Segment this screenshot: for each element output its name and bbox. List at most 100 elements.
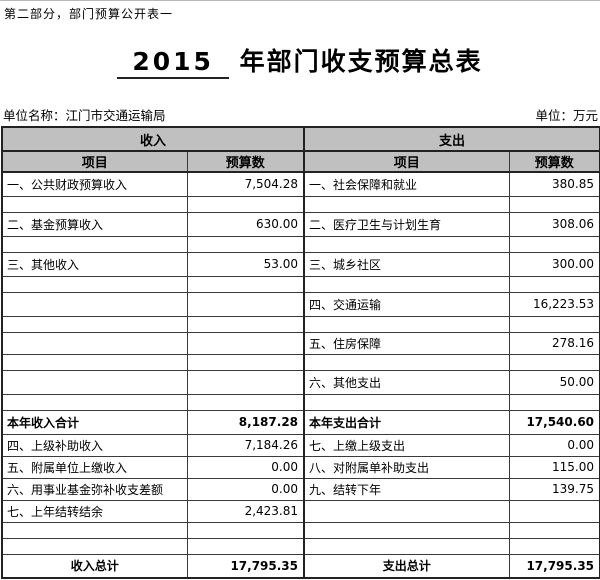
income-item-cell [1,315,188,333]
expense-item-cell: 六、其他支出 [303,369,510,395]
expense-value-cell: 16,223.53 [508,291,600,317]
budget-table: 收入 支出 项目 预算数 项目 预算数 一、公共财政预算收入 7,504.28 … [1,126,600,579]
expense-value-cell [508,353,600,371]
income-value-cell: 630.00 [186,211,305,237]
expense-value-cell [508,537,600,555]
expense-item-cell [303,353,510,371]
spacer-row [1,537,600,555]
expense-item-cell [303,521,510,539]
expense-total-value-cell: 17,795.35 [508,553,600,579]
spacer-row [1,393,600,411]
expense-value-cell [508,499,600,523]
income-value-cell [186,315,305,333]
income-item-cell: 本年收入合计 [1,409,188,435]
expense-item-cell [303,499,510,523]
income-header-cell: 收入 [1,126,305,152]
expense-total-label-cell: 支出总计 [303,553,510,579]
expense-item-cell [303,315,510,333]
spacer-row [1,521,600,539]
income-value-cell: 7,184.26 [186,433,305,457]
income-value-cell [186,331,305,355]
expense-value-cell: 115.00 [508,455,600,479]
expense-item-cell: 二、医疗卫生与计划生育 [303,211,510,237]
income-value-cell [186,235,305,253]
income-value-cell [186,521,305,539]
expense-value-cell: 50.00 [508,369,600,395]
income-value-cell [186,275,305,293]
income-item-cell: 三、其他收入 [1,251,188,277]
table-row: 三、其他收入 53.00 三、城乡社区 300.00 [1,251,600,277]
expense-value-cell [508,195,600,213]
expense-item-cell: 三、城乡社区 [303,251,510,277]
spacer-row [1,275,600,293]
income-value-cell: 8,187.28 [186,409,305,435]
unit-label: 单位：万元 [535,108,598,123]
group-header-row: 收入 支出 [1,126,600,152]
income-value-cell [186,369,305,395]
table-row: 七、上年结转结余 2,423.81 [1,499,600,523]
spacer-row [1,353,600,371]
expense-budget-col-header: 预算数 [508,150,600,173]
expense-item-col-header: 项目 [303,150,510,173]
income-value-cell [186,353,305,371]
expense-item-cell: 七、上缴上级支出 [303,433,510,457]
table-row: 六、其他支出 50.00 [1,369,600,395]
expense-item-cell [303,195,510,213]
income-item-cell [1,353,188,371]
table-row: 四、交通运输 16,223.53 [1,291,600,317]
expense-value-cell [508,275,600,293]
income-item-cell: 一、公共财政预算收入 [1,171,188,197]
income-item-cell [1,537,188,555]
income-item-cell [1,275,188,293]
expense-item-cell: 八、对附属单补助支出 [303,455,510,479]
income-item-cell: 五、附属单位上缴收入 [1,455,188,479]
income-item-cell [1,195,188,213]
income-item-cell: 二、基金预算收入 [1,211,188,237]
expense-item-cell: 本年支出合计 [303,409,510,435]
table-row: 五、住房保障 278.16 [1,331,600,355]
unit-info-row: 单位名称：江门市交通运输局 单位：万元 [3,105,598,124]
income-item-cell [1,291,188,317]
page-title: 2015 年部门收支预算总表 [0,42,600,79]
income-item-col-header: 项目 [1,150,188,173]
table-row: 六、用事业基金弥补收支差额 0.00 九、结转下年 139.75 [1,477,600,501]
income-item-cell [1,235,188,253]
income-value-cell [186,537,305,555]
income-item-cell: 六、用事业基金弥补收支差额 [1,477,188,501]
expense-value-cell [508,235,600,253]
income-value-cell: 7,504.28 [186,171,305,197]
expense-value-cell: 139.75 [508,477,600,501]
expense-item-cell: 一、社会保障和就业 [303,171,510,197]
expense-item-cell: 五、住房保障 [303,331,510,355]
income-value-cell [186,195,305,213]
grand-total-row: 收入总计 17,795.35 支出总计 17,795.35 [1,553,600,579]
expense-item-cell: 九、结转下年 [303,477,510,501]
table-row: 一、公共财政预算收入 7,504.28 一、社会保障和就业 380.85 [1,171,600,197]
income-value-cell: 53.00 [186,251,305,277]
income-item-cell [1,521,188,539]
expense-item-cell [303,275,510,293]
income-item-cell: 七、上年结转结余 [1,499,188,523]
income-value-cell [186,291,305,317]
title-text: 年部门收支预算总表 [228,47,483,76]
spacer-row [1,195,600,213]
income-item-cell [1,369,188,395]
expense-item-cell [303,235,510,253]
income-value-cell: 0.00 [186,455,305,479]
income-total-value-cell: 17,795.35 [186,553,305,579]
expense-value-cell [508,521,600,539]
expense-item-cell [303,537,510,555]
income-value-cell [186,393,305,411]
expense-value-cell: 308.06 [508,211,600,237]
expense-value-cell: 17,540.60 [508,409,600,435]
column-header-row: 项目 预算数 项目 预算数 [1,150,600,173]
income-total-label-cell: 收入总计 [1,553,188,579]
income-item-cell: 四、上级补助收入 [1,433,188,457]
expense-value-cell [508,315,600,333]
expense-value-cell [508,393,600,411]
expense-value-cell: 380.85 [508,171,600,197]
income-item-cell [1,393,188,411]
income-budget-col-header: 预算数 [186,150,305,173]
expense-header-cell: 支出 [303,126,600,152]
